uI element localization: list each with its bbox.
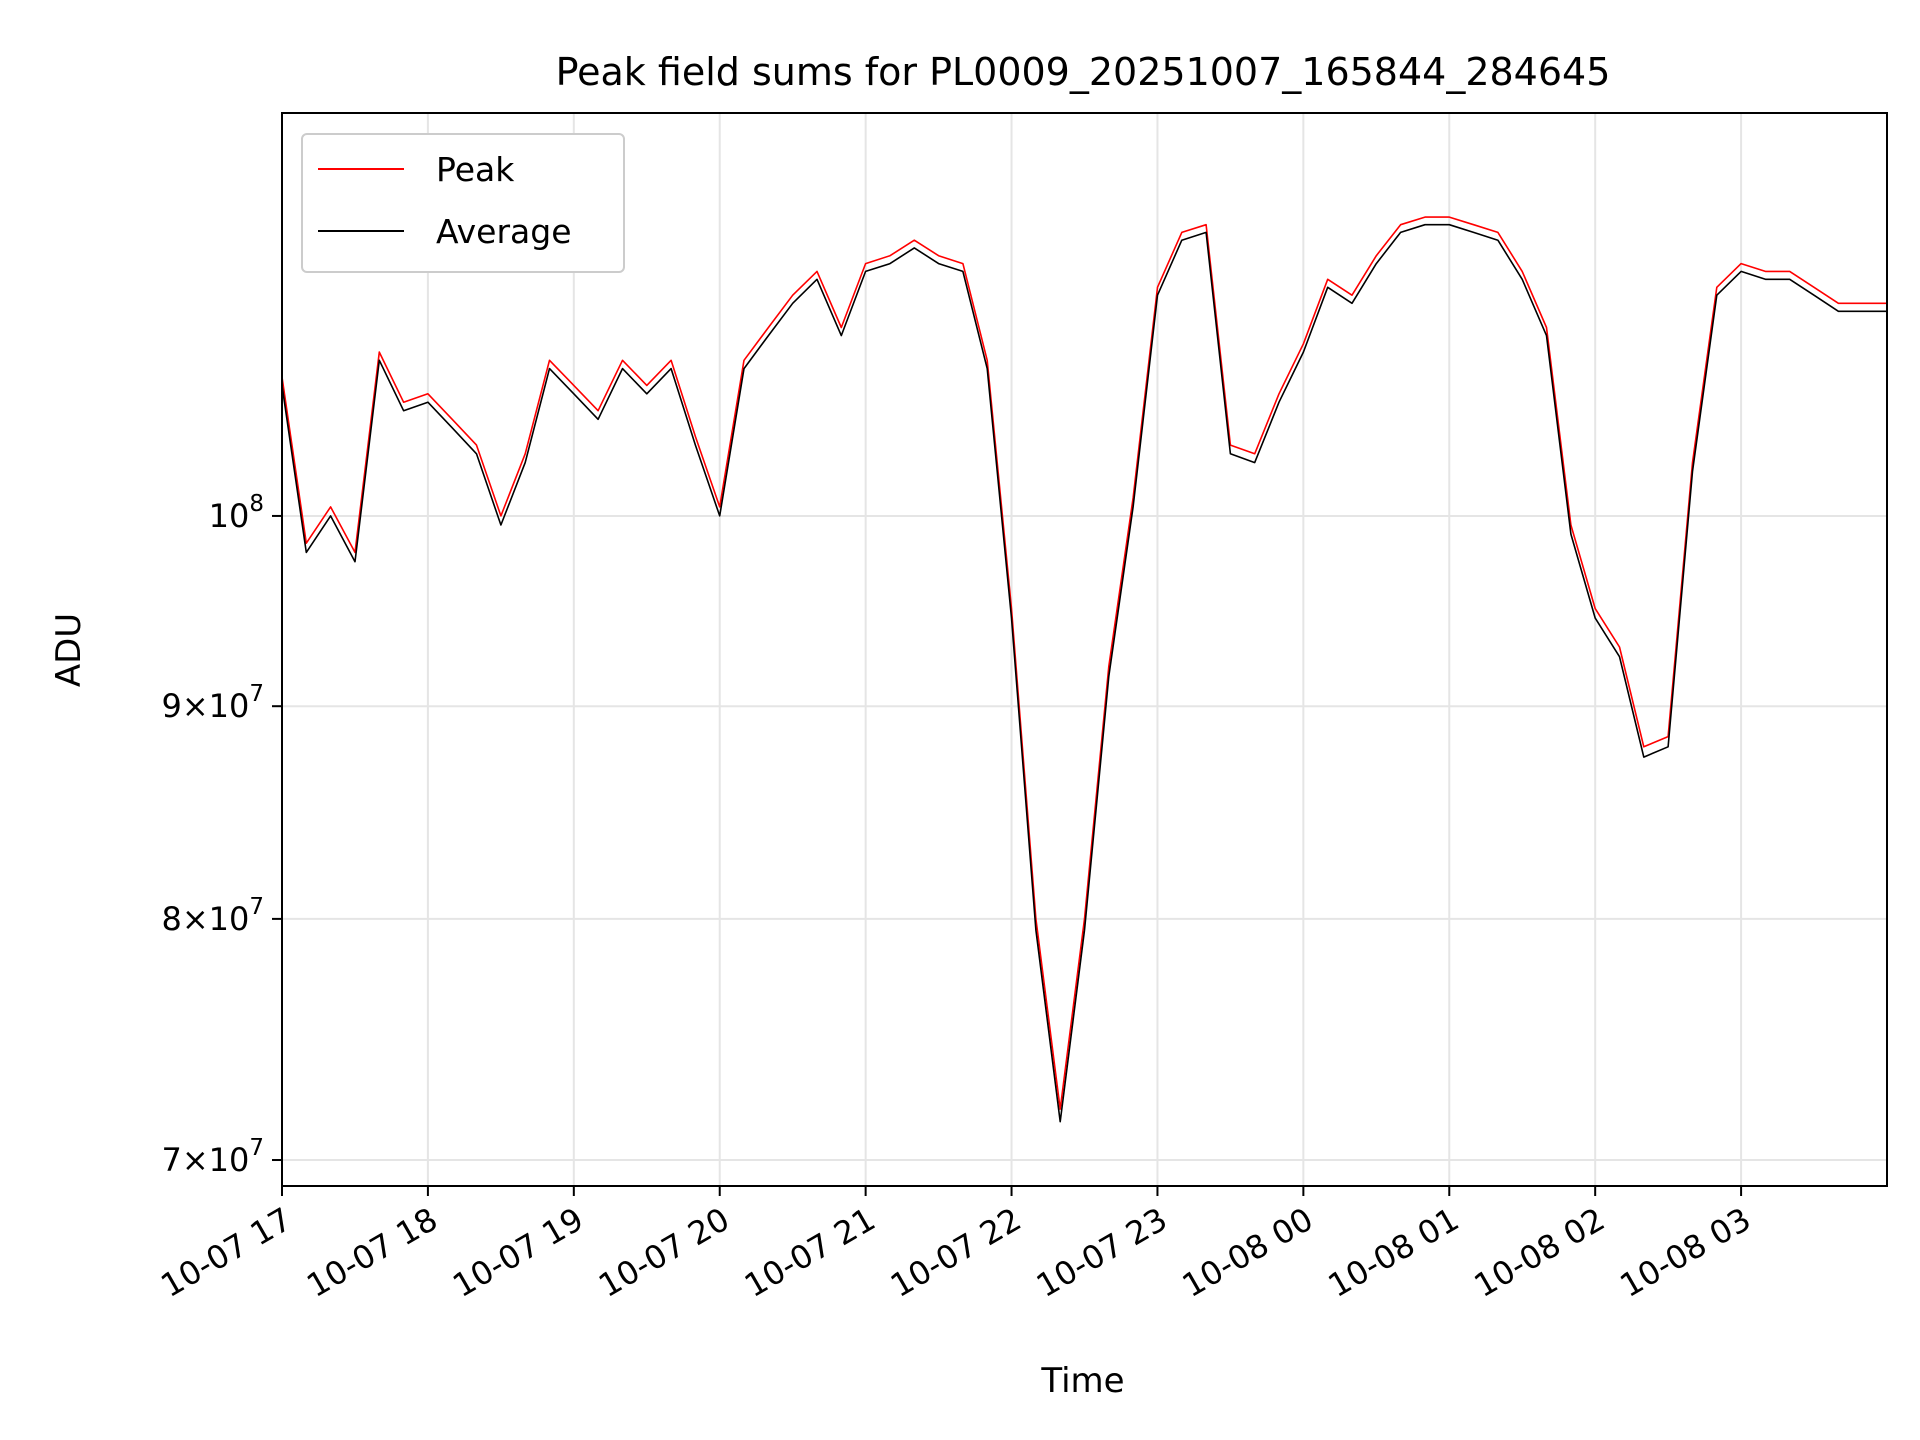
x-tick-label: 10-08 00 <box>1176 1200 1320 1305</box>
y-tick-label: 9×107 <box>161 681 264 725</box>
x-tick-label: 10-07 22 <box>884 1200 1028 1305</box>
gridlines <box>281 113 1887 1186</box>
y-tick-label: 8×107 <box>161 894 264 938</box>
x-tick-label: 10-08 01 <box>1322 1200 1466 1305</box>
legend: Peak Average <box>301 133 625 273</box>
x-tick-label: 10-07 17 <box>154 1200 298 1305</box>
x-axis-label: Time <box>1040 1361 1124 1401</box>
y-axis-ticks: 7×107 8×107 9×107 108 <box>161 491 282 1179</box>
x-tick-label: 10-08 02 <box>1468 1200 1612 1305</box>
series-line-peak <box>282 216 1887 1110</box>
x-axis-ticks: 10-07 17 10-07 18 10-07 19 10-07 20 10-07 21… <box>154 1186 1757 1305</box>
x-tick-label: 10-07 19 <box>446 1200 590 1305</box>
chart-title: Peak field sums for PL0009_20251007_1658… <box>556 50 1611 94</box>
series-line-average <box>282 223 1887 1123</box>
legend-label-peak: Peak <box>436 150 515 189</box>
series-layer <box>282 216 1887 1123</box>
x-tick-label: 10-08 03 <box>1613 1200 1757 1305</box>
x-tick-label: 10-07 23 <box>1030 1200 1174 1305</box>
plot-frame <box>281 112 1888 1187</box>
x-tick-label: 10-07 20 <box>592 1200 736 1305</box>
y-axis-label: ADU <box>49 613 89 687</box>
y-tick-label: 7×107 <box>161 1135 264 1179</box>
legend-label-average: Average <box>436 212 572 251</box>
y-tick-label: 108 <box>209 491 264 535</box>
x-tick-label: 10-07 21 <box>738 1200 882 1305</box>
x-tick-label: 10-07 18 <box>300 1200 444 1305</box>
